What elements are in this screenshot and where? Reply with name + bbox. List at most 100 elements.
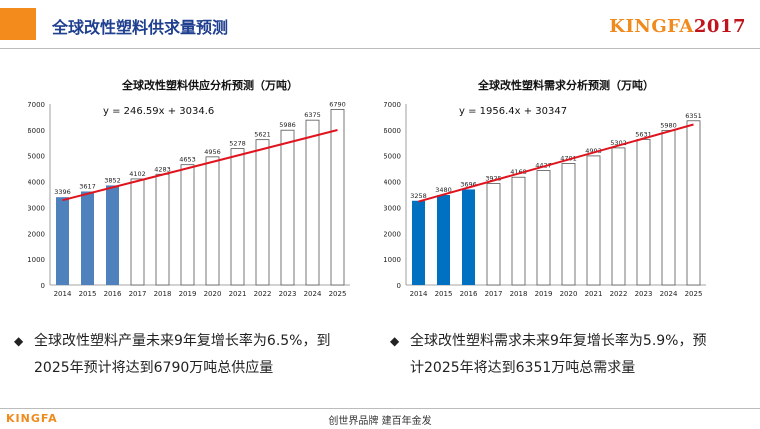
demand-data-label: 5302 (610, 139, 627, 147)
demand-bar-2021 (586, 155, 601, 286)
demand-bar-2019 (536, 170, 551, 286)
demand-xtick-label: 2021 (585, 290, 603, 298)
supply-data-label: 4283 (154, 165, 171, 173)
demand-trend-line (418, 123, 694, 203)
supply-trend-line (62, 129, 338, 202)
supply-bar-2014 (56, 197, 69, 285)
supply-data-label: 5278 (229, 140, 246, 148)
logo-year: 2017 (693, 16, 746, 37)
supply-ytick-label: 3000 (28, 204, 45, 212)
demand-chart: 全球改性塑料需求分析预测（万吨） 0 1000 2000 3000 4000 5000 600… (384, 74, 714, 306)
demand-bar-2018 (511, 176, 526, 286)
supply-title: 全球改性塑料供应分析预测（万吨） (121, 78, 298, 92)
supply-data-label: 3396 (54, 188, 71, 196)
demand-bar-2023 (636, 138, 651, 286)
demand-bar-2014 (412, 200, 425, 285)
demand-bar-2015 (437, 195, 450, 285)
supply-bullet-line1: 全球改性塑料产量未来9年复增长率为6.5%，到 (34, 333, 331, 349)
supply-xtick-label: 2022 (254, 290, 272, 298)
supply-bar-2025 (330, 109, 345, 286)
supply-xtick-label: 2025 (329, 290, 347, 298)
demand-data-label: 5980 (660, 121, 677, 129)
diamond-bullet-icon: ◆ (14, 334, 24, 348)
demand-bar-2017 (486, 183, 501, 286)
demand-chart-svg: 全球改性塑料需求分析预测（万吨） 0 1000 2000 3000 4000 5000 600… (384, 78, 706, 298)
supply-xtick-label: 2018 (154, 290, 172, 298)
supply-xtick-label: 2019 (179, 290, 197, 298)
supply-xtick-label: 2015 (79, 290, 97, 298)
demand-equation: y = 1956.4x + 30347 (459, 106, 567, 117)
page-title: 全球改性塑料供求量预测 (52, 18, 229, 37)
demand-xtick-label: 2016 (460, 290, 478, 298)
demand-xtick-label: 2025 (685, 290, 703, 298)
supply-chart: 全球改性塑料供应分析预测（万吨） 0 1000 2000 3000 4000 5000 600… (28, 74, 358, 306)
supply-bar-2024 (305, 119, 320, 286)
footer-divider (0, 408, 760, 409)
supply-data-label: 6375 (304, 111, 321, 119)
demand-ytick-label: 3000 (384, 204, 401, 212)
supply-xtick-label: 2023 (279, 290, 297, 298)
supply-data-label: 4956 (204, 148, 221, 156)
demand-data-label: 3258 (410, 192, 427, 200)
supply-xtick-label: 2021 (229, 290, 247, 298)
logo-text: KINGFA (609, 16, 694, 37)
supply-bullet: ◆ 全球改性塑料产量未来9年复增长率为6.5%，到 2025年预计将达到6790万… (14, 328, 344, 382)
supply-xtick-label: 2016 (104, 290, 122, 298)
demand-xtick-label: 2018 (510, 290, 528, 298)
demand-data-label: 5631 (635, 130, 652, 138)
demand-ytick-label: 0 (397, 282, 401, 290)
demand-xtick-label: 2019 (535, 290, 553, 298)
supply-xtick-label: 2020 (204, 290, 222, 298)
demand-xtick-label: 2017 (485, 290, 503, 298)
diamond-bullet-icon: ◆ (390, 334, 400, 348)
supply-bar-2017 (130, 178, 145, 286)
demand-data-label: 4701 (560, 154, 577, 162)
supply-xtick-label: 2017 (129, 290, 147, 298)
supply-ytick-label: 1000 (28, 256, 45, 264)
supply-ytick-label: 0 (41, 282, 45, 290)
supply-ytick-label: 7000 (28, 101, 45, 109)
supply-data-label: 4653 (179, 156, 196, 164)
header-accent-bar (0, 8, 36, 40)
demand-ytick-label: 5000 (384, 153, 401, 161)
demand-bar-2025 (686, 120, 701, 286)
demand-bullet: ◆ 全球改性塑料需求未来9年复增长率为5.9%，预 计2025年将达到6351万吨… (390, 328, 740, 382)
demand-bar-2016 (462, 189, 475, 285)
supply-data-label: 3617 (79, 182, 96, 190)
supply-ytick-label: 5000 (28, 153, 45, 161)
supply-xtick-label: 2014 (54, 290, 72, 298)
supply-ytick-label: 2000 (28, 230, 45, 238)
demand-ytick-label: 6000 (384, 127, 401, 135)
demand-data-label: 4168 (510, 168, 527, 176)
demand-ytick-label: 4000 (384, 179, 401, 187)
supply-xtick-label: 2024 (304, 290, 322, 298)
supply-data-label: 5986 (279, 121, 296, 129)
supply-bullet-line2: 2025年预计将达到6790万吨总供应量 (34, 360, 274, 376)
demand-data-label: 6351 (685, 112, 702, 120)
demand-xtick-label: 2020 (560, 290, 578, 298)
supply-data-label: 3852 (104, 176, 121, 184)
demand-ytick-label: 2000 (384, 230, 401, 238)
supply-bar-2018 (155, 173, 170, 286)
header-divider (0, 48, 760, 49)
supply-bar-2020 (205, 156, 220, 286)
supply-bar-2019 (180, 164, 195, 286)
supply-ytick-label: 4000 (28, 179, 45, 187)
demand-ytick-label: 7000 (384, 101, 401, 109)
demand-data-label: 3925 (485, 175, 502, 183)
supply-data-label: 4102 (129, 170, 146, 178)
kingfa-logo: KINGFA2017 (609, 16, 746, 37)
demand-data-label: 4993 (585, 147, 602, 155)
supply-bar-2023 (280, 129, 295, 286)
supply-ytick-label: 6000 (28, 127, 45, 135)
demand-bar-2020 (561, 163, 576, 286)
supply-bar-2015 (81, 191, 94, 285)
supply-bar-2021 (230, 148, 245, 286)
demand-xtick-label: 2024 (660, 290, 678, 298)
demand-bar-2022 (611, 147, 626, 286)
demand-bullet-line2: 计2025年将达到6351万吨总需求量 (410, 360, 636, 376)
demand-xtick-label: 2015 (435, 290, 453, 298)
demand-data-label: 3480 (435, 186, 452, 194)
supply-bar-2022 (255, 139, 270, 286)
demand-bar-2024 (661, 129, 676, 286)
